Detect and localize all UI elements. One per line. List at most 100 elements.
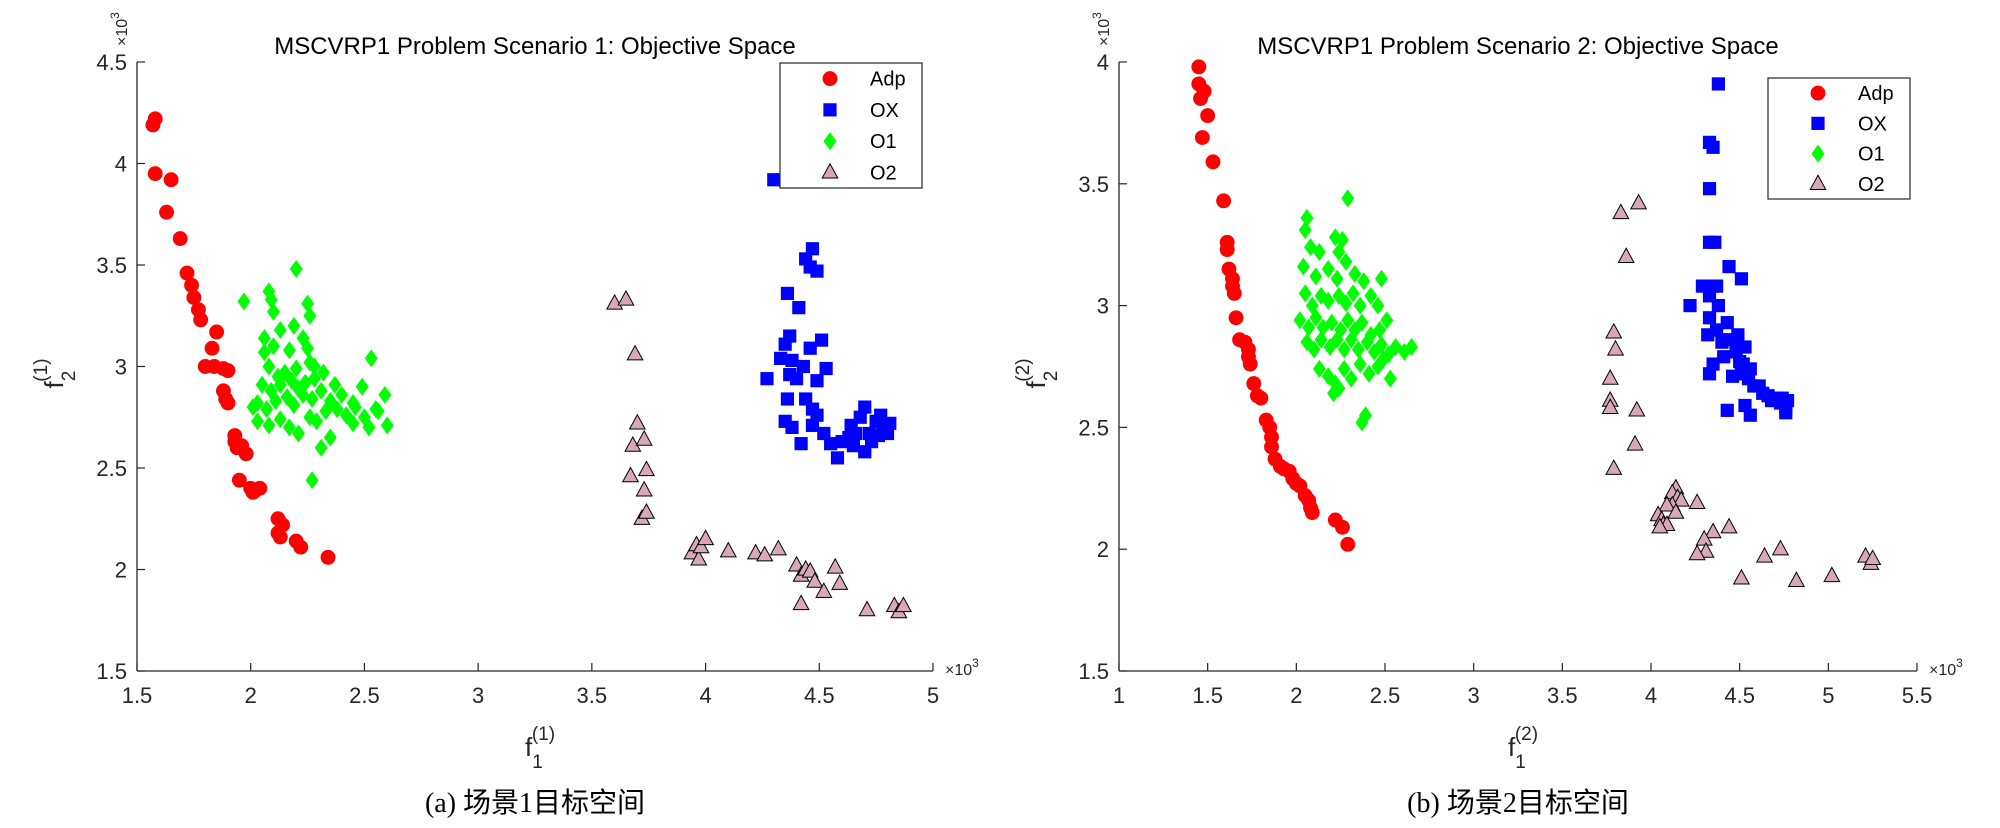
point-adp	[186, 290, 202, 305]
point-o1	[1337, 340, 1351, 359]
point-adp	[193, 312, 209, 328]
point-ox	[796, 359, 810, 374]
point-o1	[355, 377, 369, 396]
point-adp	[159, 204, 175, 220]
legend: Adp OX O1 O2	[779, 62, 923, 189]
point-o1	[282, 341, 296, 360]
y-tick-label: 4	[1097, 50, 1109, 75]
y-tick-label: 3	[115, 355, 127, 380]
point-ox	[846, 439, 860, 453]
point-ox	[830, 451, 845, 465]
point-o2	[635, 480, 653, 497]
point-o1	[380, 416, 394, 435]
point-o2	[1606, 339, 1625, 356]
point-o1	[1325, 313, 1339, 332]
y-tick-label: 1.5	[96, 659, 127, 684]
point-o1	[273, 375, 287, 394]
point-o1	[266, 302, 280, 321]
point-o2	[719, 541, 737, 558]
point-o2	[1605, 459, 1623, 475]
point-o1	[1293, 311, 1307, 330]
legend-label-o1: O1	[1858, 144, 1885, 166]
series-adp	[145, 111, 336, 565]
point-o1	[280, 387, 294, 406]
point-ox	[1702, 311, 1717, 325]
point-o1	[1323, 338, 1337, 357]
point-ox	[767, 173, 781, 187]
x-tick-label: 1.5	[1192, 683, 1223, 708]
point-o1	[339, 406, 353, 425]
y-tick-label: 3.5	[1078, 172, 1109, 197]
point-ox	[824, 437, 838, 451]
point-o1	[287, 396, 301, 415]
point-o2	[617, 289, 635, 306]
x-multiplier: ×103	[945, 656, 979, 679]
point-o1	[328, 375, 342, 394]
point-o1	[246, 398, 260, 417]
y-multiplier: ×103	[108, 12, 131, 46]
point-adp	[1246, 376, 1262, 391]
point-ox	[1717, 350, 1731, 364]
point-o1	[346, 414, 360, 433]
point-o1	[1298, 284, 1312, 303]
x-tick-label: 3	[472, 683, 484, 708]
point-adp	[1194, 130, 1210, 145]
point-ox	[794, 437, 808, 451]
point-o1	[303, 353, 317, 372]
point-o2	[1605, 322, 1623, 339]
point-o1	[1330, 330, 1344, 349]
point-o1	[260, 400, 274, 419]
point-adp	[1196, 83, 1212, 99]
point-o2	[1612, 203, 1630, 220]
point-adp	[238, 446, 254, 462]
point-o1	[1302, 318, 1316, 337]
point-ox	[803, 341, 817, 355]
chart-title: MSCVRP1 Problem Scenario 1: Objective Sp…	[274, 33, 796, 60]
point-ox	[1702, 235, 1717, 249]
x-tick-label: 1	[1113, 683, 1125, 708]
point-o2	[815, 582, 833, 598]
point-o1	[1362, 364, 1376, 383]
point-o1	[305, 471, 319, 490]
y-axis-label-sup: (1)	[31, 358, 52, 381]
series-o2	[605, 289, 913, 619]
point-o1	[266, 337, 280, 356]
y-tick-label: 3	[1097, 294, 1109, 319]
y-multiplier-exp: 3	[108, 12, 122, 19]
point-o2	[1695, 529, 1713, 546]
panel-caption: (a) 场景1目标空间	[425, 787, 645, 819]
point-o1	[1346, 284, 1360, 303]
x-tick-label: 2	[245, 683, 257, 708]
point-o1	[378, 385, 392, 404]
y-tick-label: 4	[115, 152, 127, 177]
point-o1	[1376, 350, 1390, 369]
point-o1	[1374, 269, 1388, 288]
point-ox	[1711, 299, 1725, 313]
point-ox	[785, 420, 799, 434]
point-ox	[1702, 182, 1717, 196]
point-o2	[1629, 193, 1648, 210]
x-multiplier-exp: 3	[972, 656, 979, 670]
point-o2	[1864, 549, 1882, 566]
y-tick-label: 1.5	[1078, 659, 1109, 684]
x-tick-label: 5	[927, 683, 939, 708]
point-o1	[1341, 311, 1355, 330]
point-o1	[303, 408, 317, 427]
point-o1	[296, 329, 310, 348]
x-multiplier-exp: 3	[1956, 656, 1963, 670]
point-o1	[1355, 413, 1369, 432]
point-o1	[330, 400, 344, 419]
legend-marker-o2	[1809, 174, 1827, 190]
point-ox	[799, 392, 813, 406]
point-o1	[1348, 264, 1362, 283]
point-adp	[1242, 356, 1258, 372]
y-tick-label: 2	[115, 558, 127, 583]
point-ox	[1701, 328, 1715, 342]
point-adp	[147, 111, 163, 127]
x-tick-label: 5	[1822, 683, 1834, 708]
point-ox	[853, 410, 867, 424]
point-o1	[1383, 369, 1397, 388]
point-o1	[364, 349, 378, 368]
point-adp	[220, 395, 236, 411]
point-o1	[273, 320, 287, 339]
